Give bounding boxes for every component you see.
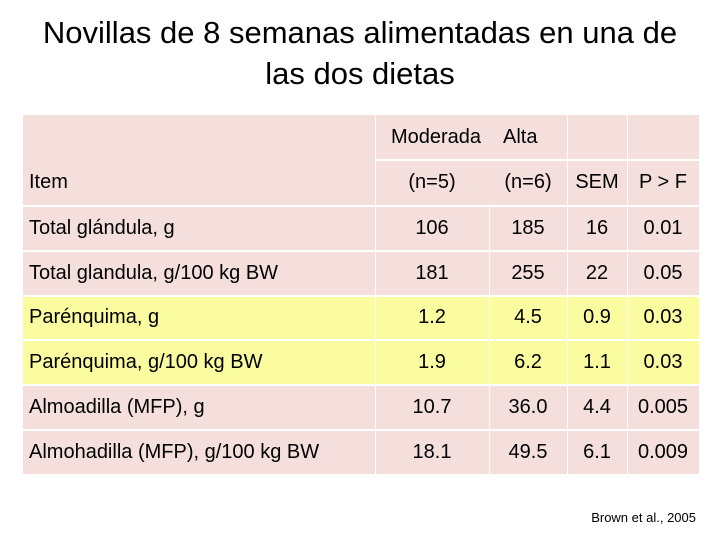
cell-item: Total glándula, g <box>29 216 175 239</box>
header-row-columns: Item (n=5) (n=6) SEM P > F <box>23 159 699 205</box>
cell-sem: 0.9 <box>583 306 611 329</box>
header-p: P > F <box>639 170 687 193</box>
cell-sem: 16 <box>585 216 609 239</box>
cell-p: 0.01 <box>643 216 683 239</box>
grid-line <box>627 115 628 474</box>
cell-item: Parénquima, g <box>29 306 160 329</box>
table-row: Parénquima, g 1.2 4.5 0.9 0.03 <box>23 296 699 340</box>
cell-p: 0.009 <box>637 440 689 463</box>
cell-item: Almoadilla (MFP), g <box>29 396 205 419</box>
cell-p: 0.03 <box>643 351 683 374</box>
cell-alta: 255 <box>511 261 545 284</box>
cell-alta: 6.2 <box>514 351 542 374</box>
header-n-alta: (n=6) <box>504 170 552 193</box>
cell-alta: 4.5 <box>514 306 542 329</box>
grid-line <box>567 115 568 474</box>
cell-sem: 4.4 <box>583 396 611 419</box>
cell-sem: 1.1 <box>583 351 611 374</box>
cell-p: 0.005 <box>637 396 689 419</box>
header-row-groups: Moderada Alta <box>23 115 699 159</box>
table-row: Almoadilla (MFP), g 10.7 36.0 4.4 0.005 <box>23 386 699 429</box>
cell-alta: 36.0 <box>508 396 548 419</box>
header-sem: SEM <box>575 170 619 193</box>
header-n-moderada: (n=5) <box>408 170 456 193</box>
table-row: Almohadilla (MFP), g/100 kg BW 18.1 49.5 6.… <box>23 431 699 474</box>
table-row: Parénquima, g/100 kg BW 1.9 6.2 1.1 0.03 <box>23 341 699 385</box>
table-row: Total glándula, g 106 185 16 0.01 <box>23 207 699 250</box>
header-alta: Alta <box>503 125 538 148</box>
cell-moderada: 181 <box>415 261 449 284</box>
citation-authors: Brown et al. <box>591 510 660 525</box>
cell-item: Parénquima, g/100 kg BW <box>29 351 263 374</box>
header-moderada: Moderada <box>390 125 482 148</box>
citation-year: , 2005 <box>659 510 696 525</box>
cell-alta: 185 <box>511 216 545 239</box>
title-line-1: Novillas de 8 semanas alimentadas en una… <box>42 15 678 50</box>
cell-item: Total glandula, g/100 kg BW <box>29 261 279 284</box>
grid-line <box>375 159 699 161</box>
cell-moderada: 1.9 <box>418 351 446 374</box>
title-line-2: las dos dietas <box>265 56 455 91</box>
cell-moderada: 1.2 <box>418 306 446 329</box>
citation: Brown et al., 2005 <box>591 510 696 525</box>
cell-moderada: 106 <box>415 216 449 239</box>
table-row: Total glandula, g/100 kg BW 181 255 22 0.05 <box>23 251 699 295</box>
cell-moderada: 10.7 <box>412 396 452 419</box>
cell-sem: 22 <box>585 261 609 284</box>
grid-line <box>375 115 376 474</box>
cell-p: 0.05 <box>643 261 683 284</box>
cell-alta: 49.5 <box>508 440 548 463</box>
slide-title: Novillas de 8 semanas alimentadas en una… <box>0 12 720 94</box>
cell-item: Almohadilla (MFP), g/100 kg BW <box>29 440 320 463</box>
cell-p: 0.03 <box>643 306 683 329</box>
grid-line <box>489 205 490 474</box>
cell-moderada: 18.1 <box>412 440 452 463</box>
cell-sem: 6.1 <box>583 440 611 463</box>
data-table: Moderada Alta Item (n=5) (n=6) SEM P > F… <box>23 115 699 474</box>
header-item: Item <box>29 170 68 193</box>
